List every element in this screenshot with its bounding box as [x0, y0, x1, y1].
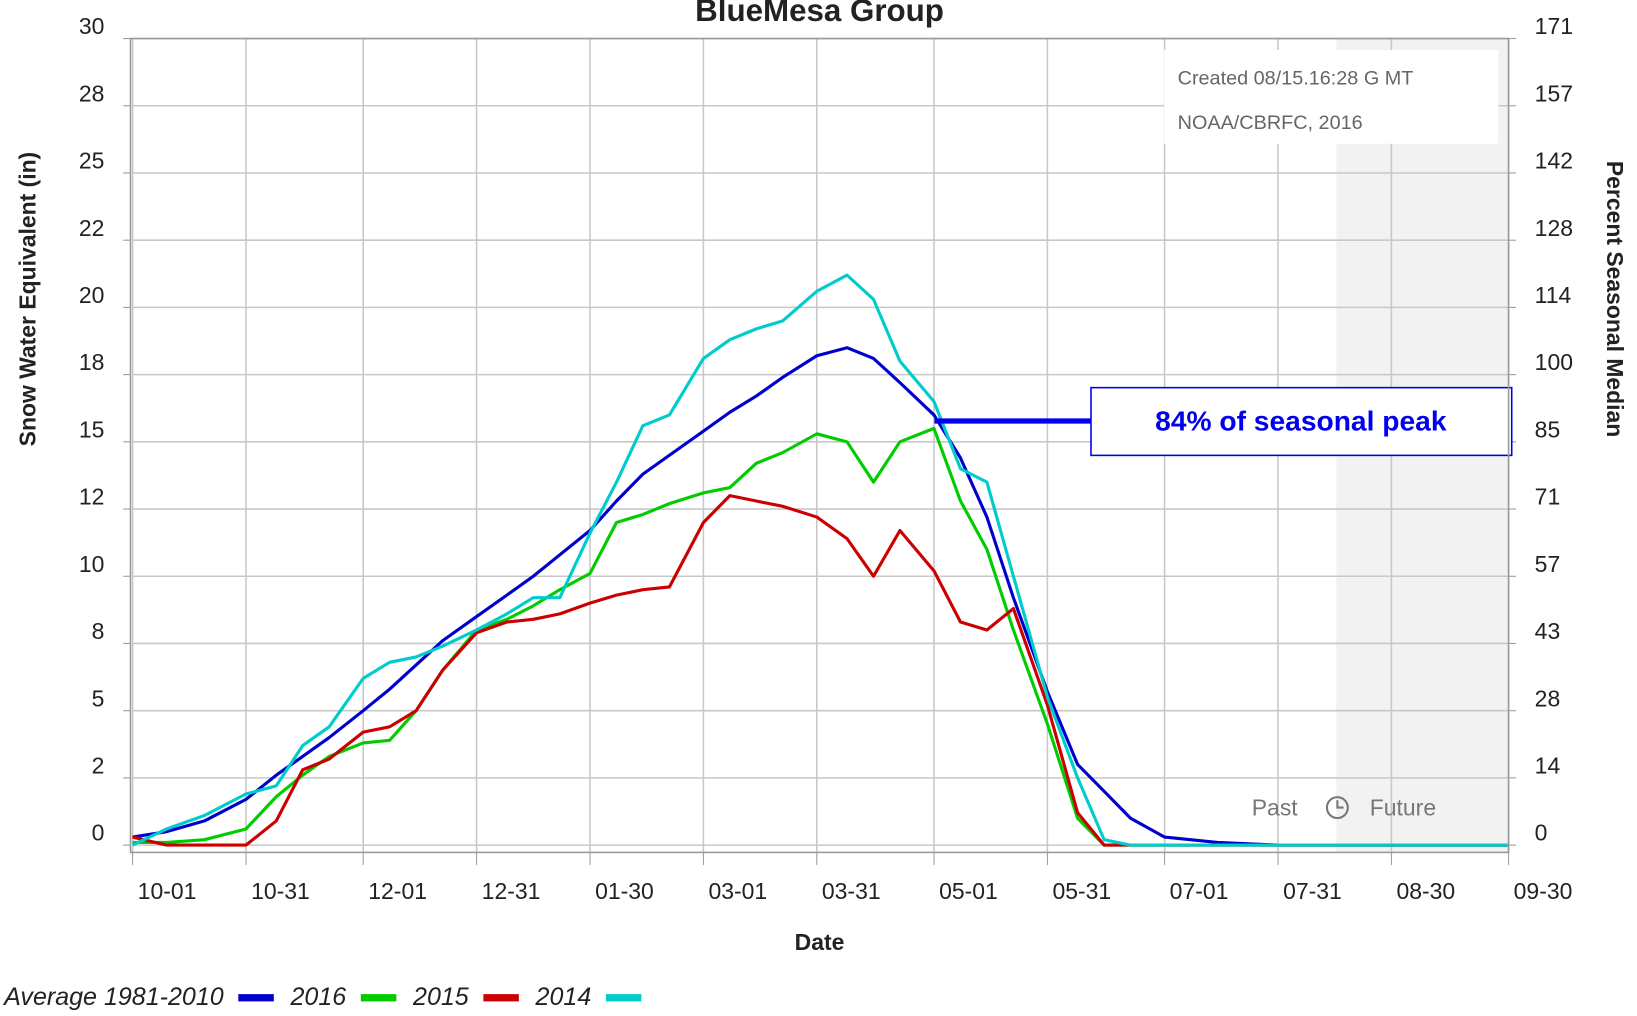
y-tick-label: 0 [92, 820, 105, 846]
y2-tick-label: 28 [1535, 685, 1561, 711]
y2-tick-label: 71 [1535, 484, 1561, 510]
y2-tick-label: 0 [1535, 820, 1548, 846]
future-label: Future [1370, 795, 1436, 821]
past-label: Past [1252, 795, 1299, 821]
y-tick-label: 28 [79, 80, 105, 106]
x-tick-label: 12-01 [368, 878, 427, 904]
y2-tick-label: 100 [1535, 349, 1573, 375]
legend: Average 1981-2010 2016 2015 2014 [2, 983, 642, 1011]
legend-label: 2016 [290, 983, 347, 1011]
created-box [1164, 50, 1499, 144]
y-axis-label: Snow Water Equivalent (in) [14, 152, 40, 447]
x-tick-label: 05-01 [939, 878, 998, 904]
y2-tick-label: 114 [1535, 282, 1572, 308]
y-tick-label: 30 [79, 13, 105, 39]
lines [131, 273, 1509, 847]
series-line [132, 346, 1509, 847]
x-tick-label: 03-01 [708, 878, 767, 904]
x-tick-label: 07-31 [1283, 878, 1342, 904]
source-text: NOAA/CBRFC, 2016 [1178, 112, 1363, 134]
y2-tick-label: 14 [1535, 753, 1561, 779]
y-tick-label: 10 [79, 551, 105, 577]
legend-label: 2014 [535, 983, 592, 1011]
x-tick-label: 09-30 [1514, 878, 1573, 904]
annotation-box [1090, 386, 1513, 457]
y2-tick-label: 128 [1535, 215, 1573, 241]
x-tick-label: 05-31 [1052, 878, 1111, 904]
y-tick-label: 20 [79, 282, 105, 308]
legend-swatch [483, 994, 519, 1002]
legend-label: Average 1981-2010 [2, 983, 224, 1011]
y-tick-label: 25 [79, 148, 105, 174]
x-tick-label: 03-31 [822, 878, 881, 904]
y2-tick-label: 142 [1535, 148, 1573, 174]
annotation-text: 84% of seasonal peak [1155, 406, 1447, 437]
legend-swatch [360, 994, 397, 1002]
series-line [131, 273, 1509, 847]
grid [123, 37, 1516, 865]
y-tick-label: 2 [92, 753, 105, 779]
x-tick-label: 10-31 [251, 878, 310, 904]
y-tick-label: 8 [92, 618, 105, 644]
x-axis-label: Date [795, 929, 845, 955]
y2-tick-label: 57 [1535, 551, 1561, 577]
y-tick-label: 15 [79, 416, 105, 442]
x-tick-label: 01-30 [595, 878, 654, 904]
created-text: Created 08/15.16:28 G MT [1178, 67, 1414, 89]
y-tick-label: 12 [79, 484, 105, 510]
x-tick-label: 12-31 [482, 878, 541, 904]
y2-tick-label: 43 [1535, 618, 1561, 644]
x-tick-label: 07-01 [1170, 878, 1229, 904]
y2-axis-label: Percent Seasonal Median [1602, 161, 1628, 437]
y-tick-label: 18 [79, 349, 105, 375]
series-line [132, 426, 1509, 847]
clock-icon [1325, 796, 1349, 820]
y-tick-label: 5 [92, 685, 105, 711]
y2-tick-label: 157 [1535, 80, 1573, 106]
y-tick-label: 22 [79, 215, 105, 241]
legend-label: 2015 [412, 983, 469, 1011]
legend-swatch [238, 994, 274, 1002]
legend-swatch [605, 994, 642, 1002]
y2-tick-label: 85 [1535, 417, 1561, 443]
chart-title: BlueMesa Group [695, 0, 944, 28]
y2-tick-label: 171 [1535, 13, 1573, 39]
x-tick-label: 10-01 [138, 878, 197, 904]
x-tick-label: 08-30 [1396, 878, 1455, 904]
series-line [132, 494, 1509, 847]
plot-frame [129, 37, 1510, 854]
